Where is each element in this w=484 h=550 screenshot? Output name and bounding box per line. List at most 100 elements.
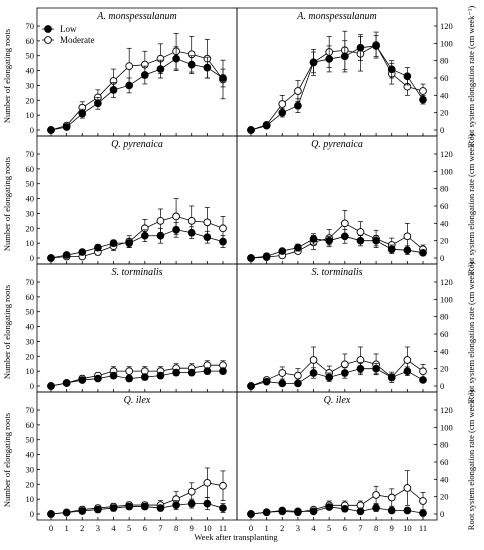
data-point — [262, 508, 271, 517]
data-point — [325, 236, 334, 245]
data-point — [372, 491, 380, 499]
data-point — [278, 369, 287, 377]
x-tick-label: 10 — [403, 523, 412, 533]
data-point — [309, 507, 318, 516]
data-point — [262, 377, 271, 386]
y-tick-label: 60 — [26, 36, 35, 46]
y-tick-label: 40 — [440, 474, 449, 484]
y-tick-label: 120 — [440, 405, 453, 415]
data-point — [356, 236, 365, 245]
y-tick-label: 30 — [26, 208, 35, 218]
data-point — [278, 506, 287, 515]
data-point — [156, 231, 165, 240]
y-tick-label: 20 — [440, 364, 449, 374]
y-tick-label: 70 — [26, 149, 35, 159]
panel-title: Q. pyrenaica — [111, 139, 163, 150]
data-point — [356, 228, 365, 236]
y-tick-label: 70 — [26, 277, 35, 287]
x-tick-label: 11 — [419, 523, 427, 533]
data-point — [62, 379, 71, 387]
x-tick-label: 8 — [374, 523, 378, 533]
y-tick-label: 60 — [440, 73, 449, 83]
data-point — [187, 60, 196, 69]
series-low — [47, 46, 227, 134]
x-tick-label: 3 — [96, 523, 100, 533]
x-tick-labels: 0 1 2 3 4 5 6 7 8 9 10 11 0 1 2 3 4 5 6 7 8 9 10 11 — [49, 523, 427, 533]
y-axis-label-right: Root system elongation rate (cm week⁻¹) — [466, 390, 476, 531]
data-point — [247, 126, 255, 134]
panel-frame — [236, 7, 438, 137]
y-axis-label-left: Number of elongating roots — [2, 157, 12, 251]
y-tick-label: 20 — [26, 479, 35, 489]
data-point — [247, 254, 255, 262]
data-point — [94, 99, 102, 108]
data-point — [325, 373, 334, 382]
x-tick-label: 11 — [219, 523, 227, 533]
series-low — [247, 34, 427, 134]
y-tick-label: 10 — [26, 238, 35, 248]
x-tick-label: 5 — [127, 523, 131, 533]
data-point — [109, 86, 118, 94]
y-tick-label: 100 — [440, 166, 453, 176]
x-tick-label: 9 — [390, 523, 394, 533]
legend-label: Low — [60, 24, 77, 34]
data-point — [172, 368, 180, 377]
data-point — [47, 510, 55, 518]
y-tick-label: 20 — [26, 95, 35, 105]
y-tick-label: 40 — [26, 450, 35, 460]
x-tick-label: 2 — [80, 523, 84, 533]
data-point — [387, 373, 396, 382]
data-point — [140, 71, 149, 79]
series-line — [250, 506, 424, 515]
x-tick-label: 4 — [111, 523, 116, 533]
y-tick-label: 60 — [440, 457, 449, 467]
y-axis-labels: Number of elongating roots Root system el… — [2, 6, 476, 531]
x-axis-label: Week after transplanting — [194, 532, 278, 542]
series-moderate — [47, 33, 227, 134]
data-point — [109, 371, 118, 380]
data-point — [419, 248, 427, 257]
data-point — [172, 212, 180, 221]
data-point — [403, 246, 412, 255]
data-point — [109, 504, 118, 512]
y-tick-label: 50 — [26, 435, 35, 445]
y-axis-label-left: Number of elongating roots — [2, 413, 12, 507]
data-point — [125, 239, 134, 247]
data-point — [262, 121, 271, 130]
y-tick-label: 60 — [26, 420, 35, 430]
panel-4: S. torminalis 0 10 20 30 40 50 60 70 — [26, 263, 238, 393]
series-moderate — [47, 198, 227, 262]
y-tick-label: 80 — [440, 184, 449, 194]
data-point — [262, 252, 271, 261]
data-point — [219, 481, 227, 490]
y-tick-label: 20 — [26, 223, 35, 233]
data-point — [419, 376, 427, 384]
data-point — [203, 63, 212, 72]
y-tick-label: 120 — [440, 277, 453, 287]
series-low — [47, 367, 227, 390]
x-tick-label: 3 — [296, 523, 300, 533]
x-tick-label: 6 — [343, 523, 347, 533]
series-moderate — [247, 346, 427, 390]
data-point — [78, 109, 87, 118]
panel-title: Q. pyrenaica — [311, 139, 363, 150]
data-point — [187, 368, 196, 377]
panel-frame — [36, 135, 238, 265]
data-point — [219, 504, 227, 512]
data-point — [387, 506, 396, 515]
data-point — [62, 251, 71, 259]
data-point — [419, 367, 427, 376]
y-tick-label: 40 — [26, 322, 35, 332]
y-tick-label: 0 — [30, 381, 34, 391]
legend-label: Moderate — [60, 35, 94, 45]
x-tick-label: 7 — [158, 523, 162, 533]
series-moderate — [247, 30, 427, 134]
panel-title: A. monspessulanum — [296, 11, 376, 22]
data-point — [372, 236, 380, 245]
y-axis-label-right: Root system elongation rate (cm week⁻¹) — [466, 262, 476, 403]
y-tick-label: 20 — [440, 236, 449, 246]
data-point — [403, 367, 412, 376]
y-tick-label: 50 — [26, 51, 35, 61]
data-point — [125, 374, 134, 383]
series-low — [247, 229, 427, 262]
